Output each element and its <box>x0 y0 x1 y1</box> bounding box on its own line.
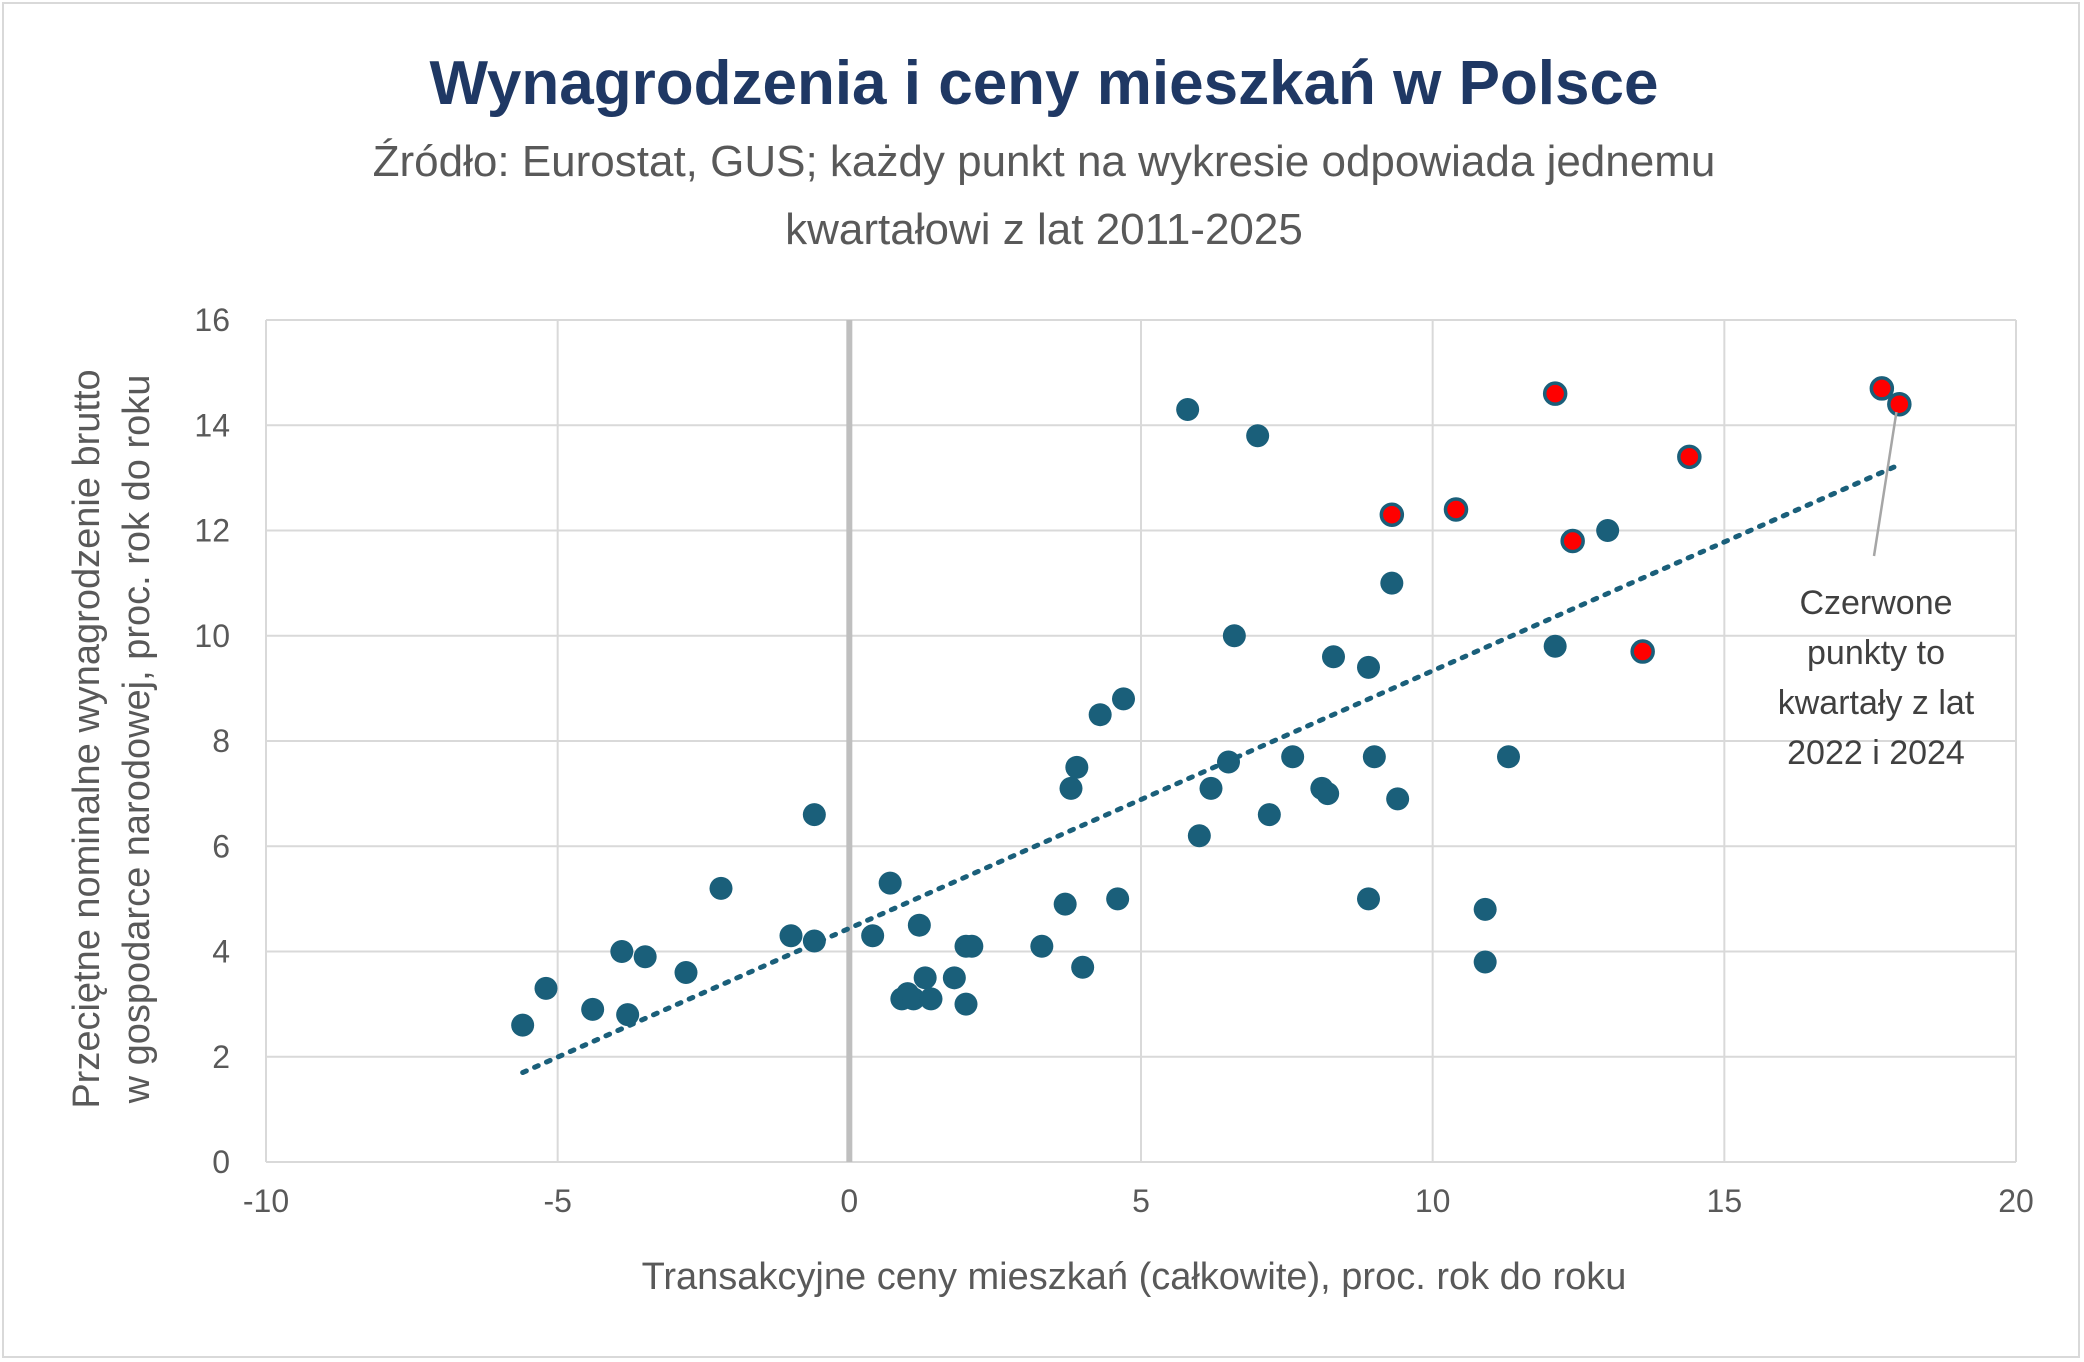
data-point <box>1380 571 1404 595</box>
data-point <box>1176 397 1200 421</box>
data-point <box>919 987 943 1011</box>
highlight-point <box>1630 639 1655 664</box>
data-point <box>1199 776 1223 800</box>
scatter-chart: Wynagrodzenia i ceny mieszkań w Polsce Ź… <box>66 49 2034 1298</box>
x-tick-label: -5 <box>543 1183 571 1219</box>
y-axis-label-line-2: w gospodarce narodowej, proc. rok do rok… <box>116 375 158 1105</box>
x-tick-label: -10 <box>243 1183 289 1219</box>
data-point <box>1222 624 1246 648</box>
data-point <box>1071 955 1095 979</box>
tick-labels: -10 -5 0 5 10 15 20 0 2 4 6 8 10 12 14 16 <box>194 302 2033 1219</box>
annotation-line: Czerwone <box>1799 584 1952 622</box>
y-axis-label: Przeciętne nominalne wynagrodzenie brutt… <box>66 369 158 1108</box>
highlight-point <box>1443 497 1469 522</box>
data-point <box>1106 887 1130 911</box>
annotation-pointer <box>1872 411 1898 557</box>
data-point <box>1386 787 1410 811</box>
data-point <box>1473 897 1497 921</box>
data-point <box>674 961 698 985</box>
data-point <box>960 934 984 958</box>
data-point <box>1543 634 1567 658</box>
trendline-layer <box>520 462 1902 1076</box>
data-point <box>1112 687 1135 711</box>
annotation: Czerwone punkty to kwartały z lat 2022 i 20… <box>1778 411 1975 772</box>
data-point <box>581 997 605 1021</box>
data-point <box>511 1013 535 1037</box>
highlight-point <box>1560 528 1585 554</box>
data-point <box>1357 655 1380 679</box>
data-point <box>907 913 931 937</box>
data-point <box>1065 755 1089 779</box>
chart-subtitle-line-2: kwartałowi z lat 2011-2025 <box>785 205 1303 254</box>
annotation-line: kwartały z lat <box>1778 684 1975 722</box>
highlight-point <box>1542 381 1568 406</box>
data-point <box>709 876 733 900</box>
y-tick-label: 12 <box>194 513 230 549</box>
data-point <box>1362 745 1386 769</box>
data-point <box>610 940 634 963</box>
highlight-point <box>1677 444 1702 470</box>
data-point <box>1053 892 1077 916</box>
data-points <box>511 376 1912 1037</box>
data-point <box>1217 750 1240 774</box>
x-tick-label: 0 <box>840 1183 858 1219</box>
x-tick-label: 15 <box>1707 1183 1743 1219</box>
data-point <box>1246 424 1270 448</box>
x-tick-label: 5 <box>1132 1183 1150 1219</box>
data-point <box>534 976 558 1000</box>
y-tick-label: 2 <box>212 1039 230 1075</box>
y-tick-label: 14 <box>194 407 230 443</box>
y-axis-label-line-1: Przeciętne nominalne wynagrodzenie brutt… <box>66 369 108 1108</box>
data-point <box>878 871 902 895</box>
y-tick-label: 0 <box>212 1144 230 1180</box>
y-tick-label: 10 <box>194 618 230 654</box>
data-point <box>861 924 885 948</box>
x-axis-label: Transakcyjne ceny mieszkań (całkowite), … <box>642 1256 1627 1298</box>
data-point <box>1281 745 1305 769</box>
data-point <box>779 924 803 948</box>
data-point <box>1257 803 1281 827</box>
trendline <box>520 462 1902 1076</box>
data-point <box>616 1003 640 1027</box>
data-point <box>913 966 937 990</box>
data-point <box>1316 782 1340 806</box>
chart-title: Wynagrodzenia i ceny mieszkań w Polsce <box>430 49 1659 118</box>
y-tick-label: 6 <box>212 828 230 864</box>
highlight-point <box>1869 376 1895 401</box>
y-tick-label: 4 <box>212 934 230 970</box>
data-point <box>1030 934 1054 958</box>
grid-lines <box>265 319 2017 1163</box>
data-point <box>802 803 826 827</box>
data-point <box>633 945 657 969</box>
data-point <box>902 987 925 1011</box>
highlight-point <box>1887 391 1912 417</box>
y-tick-label: 8 <box>212 723 230 759</box>
x-tick-label: 10 <box>1415 1183 1451 1219</box>
data-point <box>1059 776 1083 800</box>
data-point <box>1322 645 1345 669</box>
data-point <box>954 992 978 1016</box>
data-point <box>942 966 966 990</box>
data-point <box>1088 703 1112 727</box>
data-point <box>1187 824 1211 848</box>
data-point <box>1497 745 1520 769</box>
annotation-line: punkty to <box>1807 634 1945 672</box>
data-point <box>1596 519 1620 542</box>
data-point <box>802 929 826 953</box>
x-tick-label: 20 <box>1998 1183 2034 1219</box>
annotation-line: 2022 i 2024 <box>1787 734 1965 772</box>
chart-subtitle-line-1: Źródło: Eurostat, GUS; każdy punkt na wy… <box>373 137 1716 186</box>
data-point <box>1473 950 1497 974</box>
data-point <box>1357 887 1380 911</box>
y-tick-label: 16 <box>194 302 230 338</box>
highlight-point <box>1379 502 1405 527</box>
